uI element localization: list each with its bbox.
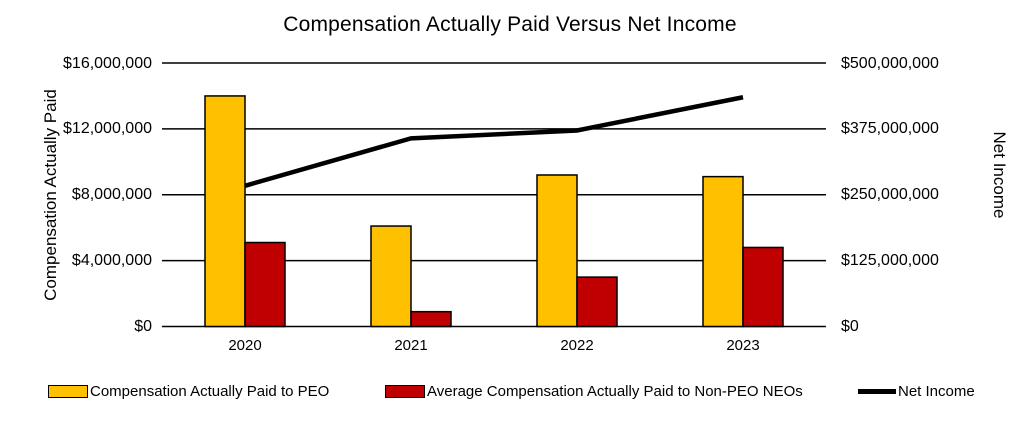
y2-axis-tick-label: $125,000,000 [841, 252, 939, 270]
legend-item-peo: Compensation Actually Paid to PEO [48, 383, 329, 400]
right-axis-title: Net Income [990, 131, 1009, 219]
x-axis-label: 2021 [394, 337, 428, 354]
bar-peo-2020 [204, 95, 246, 328]
chart-title: Compensation Actually Paid Versus Net In… [283, 13, 737, 36]
bar-non-peo-2021 [410, 310, 452, 328]
y2-axis-tick-label: $250,000,000 [841, 186, 939, 204]
net-income-line-swatch-icon [858, 389, 896, 394]
peo-bar-swatch-icon [48, 385, 88, 398]
bar-peo-2021 [370, 225, 412, 328]
x-axis-label: 2023 [726, 337, 760, 354]
net-income-line [244, 95, 744, 188]
y2-axis-tick-label: $375,000,000 [841, 120, 939, 138]
y-axis-tick-label: $4,000,000 [71, 252, 152, 270]
bar-non-peo-2022 [576, 276, 618, 328]
bar-non-peo-2023 [742, 246, 784, 328]
legend-label-net-income: Net Income [898, 383, 975, 400]
x-axis-label: 2022 [560, 337, 594, 354]
y2-axis-tick-label: $500,000,000 [841, 54, 939, 72]
legend-label-peo: Compensation Actually Paid to PEO [90, 383, 330, 400]
legend-item-non-peo: Average Compensation Actually Paid to No… [385, 383, 803, 400]
x-axis-label: 2020 [228, 337, 262, 354]
bar-peo-2022 [536, 174, 578, 328]
y2-axis-tick-label: $0 [841, 318, 859, 335]
legend-item-net-income: Net Income [858, 383, 975, 400]
left-axis-title: Compensation Actually Paid [41, 89, 60, 301]
y-axis-tick-label: $0 [134, 318, 152, 335]
y-axis-tick-label: $12,000,000 [63, 120, 152, 138]
y-axis-tick-label: $16,000,000 [63, 54, 152, 72]
bar-non-peo-2020 [244, 241, 286, 328]
legend-label-non-peo: Average Compensation Actually Paid to No… [427, 383, 803, 400]
bar-peo-2023 [702, 175, 744, 328]
non-peo-bar-swatch-icon [385, 385, 425, 398]
y-axis-tick-label: $8,000,000 [71, 186, 152, 204]
